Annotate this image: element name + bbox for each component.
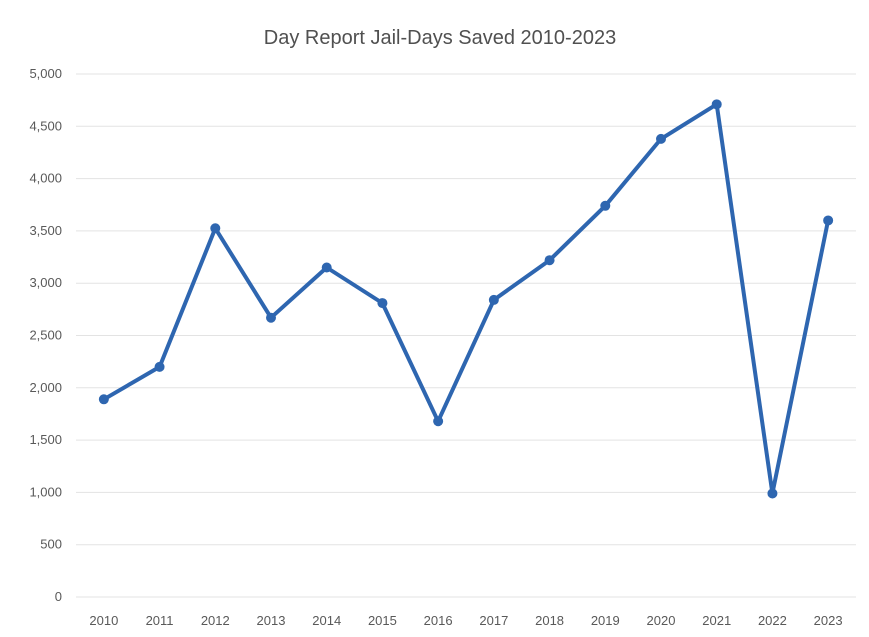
y-tick-label: 4,000 xyxy=(29,171,62,186)
data-point[interactable] xyxy=(711,99,722,110)
y-axis: 0 500 1,000 1,500 2,000 2,500 3,000 3,500 4,000 4… xyxy=(29,66,62,604)
x-tick-label: 2014 xyxy=(312,613,341,628)
x-tick-label: 2023 xyxy=(814,613,843,628)
x-tick-label: 2021 xyxy=(702,613,731,628)
y-tick-label: 2,500 xyxy=(29,328,62,343)
x-tick-label: 2011 xyxy=(146,613,174,628)
gridlines xyxy=(76,73,856,598)
data-point[interactable] xyxy=(210,223,221,234)
x-tick-label: 2020 xyxy=(647,613,676,628)
data-point[interactable] xyxy=(433,416,444,427)
x-tick-label: 2010 xyxy=(89,613,118,628)
x-tick-label: 2022 xyxy=(758,613,787,628)
y-tick-label: 5,000 xyxy=(29,66,62,81)
data-point[interactable] xyxy=(321,262,332,273)
series-line xyxy=(101,102,831,496)
data-point[interactable] xyxy=(154,361,165,372)
y-tick-label: 1,500 xyxy=(29,432,62,447)
y-tick-label: 4,500 xyxy=(29,118,62,133)
x-tick-label: 2015 xyxy=(368,613,397,628)
data-point[interactable] xyxy=(488,294,499,305)
y-tick-label: 1,000 xyxy=(29,484,62,499)
data-point[interactable] xyxy=(656,133,666,144)
data-point[interactable] xyxy=(600,200,611,211)
y-tick-label: 0 xyxy=(55,589,62,604)
x-axis: 2010 2011 2012 2013 2014 2015 2016 2017 2018 2019… xyxy=(89,613,842,628)
chart-title: Day Report Jail-Days Saved 2010-2023 xyxy=(264,27,616,49)
x-tick-label: 2019 xyxy=(591,613,620,628)
data-point[interactable] xyxy=(266,312,276,323)
y-tick-label: 500 xyxy=(40,537,62,552)
data-point[interactable] xyxy=(98,394,109,405)
x-tick-label: 2017 xyxy=(479,613,508,628)
y-tick-label: 3,500 xyxy=(29,223,62,238)
x-tick-label: 2012 xyxy=(201,613,230,628)
data-point[interactable] xyxy=(767,488,778,499)
y-tick-label: 3,000 xyxy=(29,275,62,290)
data-point[interactable] xyxy=(544,255,555,266)
data-point[interactable] xyxy=(823,215,834,226)
data-point[interactable] xyxy=(377,298,388,309)
x-tick-label: 2013 xyxy=(257,613,286,628)
y-tick-label: 2,000 xyxy=(29,380,62,395)
x-tick-label: 2016 xyxy=(424,613,453,628)
x-tick-label: 2018 xyxy=(535,613,564,628)
series-layer xyxy=(98,99,834,499)
